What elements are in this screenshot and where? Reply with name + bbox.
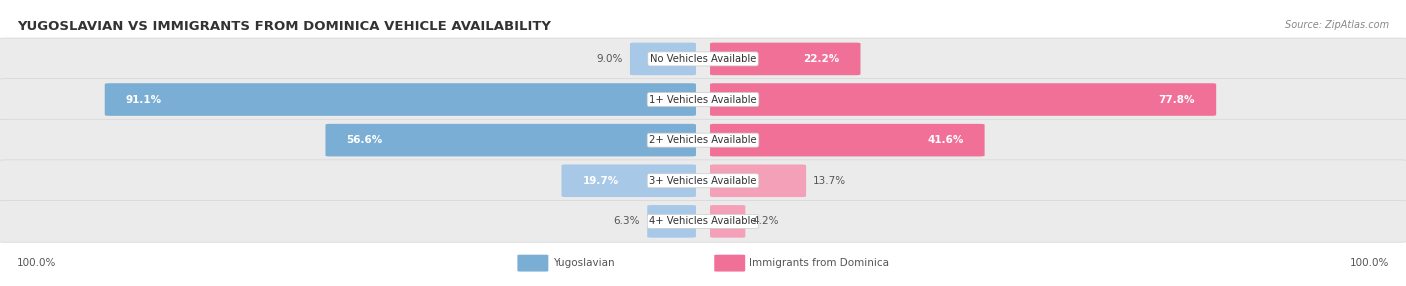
FancyBboxPatch shape xyxy=(517,255,548,272)
FancyBboxPatch shape xyxy=(104,83,696,116)
Text: 13.7%: 13.7% xyxy=(813,176,846,186)
FancyBboxPatch shape xyxy=(710,164,806,197)
FancyBboxPatch shape xyxy=(630,43,696,75)
FancyBboxPatch shape xyxy=(0,200,1406,242)
Text: 56.6%: 56.6% xyxy=(346,135,382,145)
FancyBboxPatch shape xyxy=(0,119,1406,161)
FancyBboxPatch shape xyxy=(647,205,696,238)
Text: 4.2%: 4.2% xyxy=(752,217,779,226)
Text: Yugoslavian: Yugoslavian xyxy=(553,258,614,268)
Text: 6.3%: 6.3% xyxy=(613,217,640,226)
FancyBboxPatch shape xyxy=(325,124,696,156)
Text: Source: ZipAtlas.com: Source: ZipAtlas.com xyxy=(1285,20,1389,30)
Text: 3+ Vehicles Available: 3+ Vehicles Available xyxy=(650,176,756,186)
Text: 91.1%: 91.1% xyxy=(125,95,162,104)
FancyBboxPatch shape xyxy=(710,83,1216,116)
Text: 77.8%: 77.8% xyxy=(1159,95,1195,104)
FancyBboxPatch shape xyxy=(710,205,745,238)
Text: 19.7%: 19.7% xyxy=(582,176,619,186)
FancyBboxPatch shape xyxy=(561,164,696,197)
Text: 100.0%: 100.0% xyxy=(17,258,56,268)
FancyBboxPatch shape xyxy=(0,79,1406,120)
Text: 22.2%: 22.2% xyxy=(803,54,839,64)
Text: 4+ Vehicles Available: 4+ Vehicles Available xyxy=(650,217,756,226)
FancyBboxPatch shape xyxy=(710,43,860,75)
FancyBboxPatch shape xyxy=(710,124,984,156)
Text: No Vehicles Available: No Vehicles Available xyxy=(650,54,756,64)
Text: Immigrants from Dominica: Immigrants from Dominica xyxy=(749,258,890,268)
Text: 1+ Vehicles Available: 1+ Vehicles Available xyxy=(650,95,756,104)
Text: YUGOSLAVIAN VS IMMIGRANTS FROM DOMINICA VEHICLE AVAILABILITY: YUGOSLAVIAN VS IMMIGRANTS FROM DOMINICA … xyxy=(17,20,551,33)
Text: 2+ Vehicles Available: 2+ Vehicles Available xyxy=(650,135,756,145)
Text: 41.6%: 41.6% xyxy=(927,135,963,145)
FancyBboxPatch shape xyxy=(714,255,745,272)
FancyBboxPatch shape xyxy=(0,160,1406,202)
Text: 9.0%: 9.0% xyxy=(596,54,623,64)
FancyBboxPatch shape xyxy=(0,38,1406,80)
Text: 100.0%: 100.0% xyxy=(1350,258,1389,268)
